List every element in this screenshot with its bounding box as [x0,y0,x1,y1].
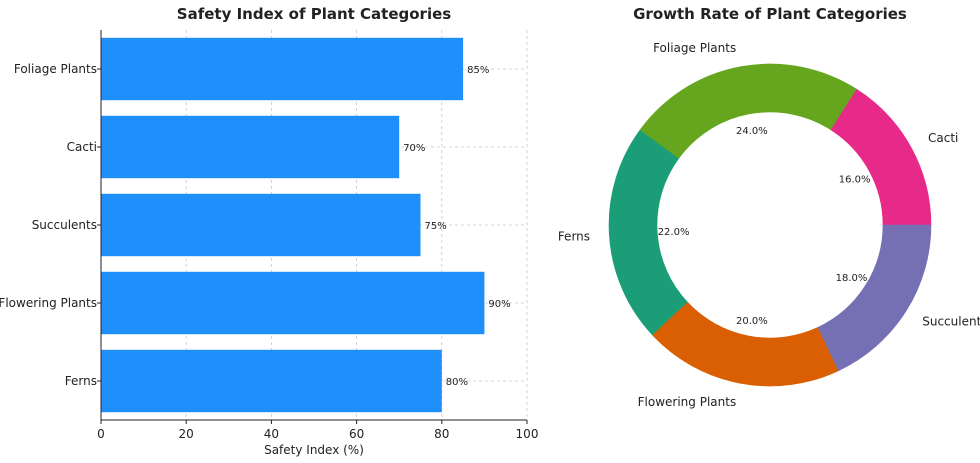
bar-data-label: 90% [488,299,510,310]
donut-slice [817,224,932,372]
y-tick-label: Succulents [32,218,97,232]
donut-pct-label: 16.0% [839,174,871,185]
donut-slice-label: Cacti [928,131,958,145]
bar-chart: Safety Index of Plant Categories 80% 90% 7… [0,5,538,457]
bar [101,349,442,413]
x-tick-label: 0 [97,427,105,441]
bar-data-label: 85% [467,65,489,76]
y-tick-label: Ferns [65,374,97,388]
x-tick-label: 20 [179,427,194,441]
donut-pct-label: 18.0% [836,273,868,284]
donut-pct-label: 20.0% [736,316,768,327]
bar [101,115,400,179]
bar [101,271,485,335]
x-tick-label: 80 [434,427,449,441]
donut-pct-label: 24.0% [736,126,768,137]
bar-data-label: 80% [446,377,468,388]
bar [101,37,464,101]
donut-slice-label: Flowering Plants [638,395,737,409]
donut-chart-title: Growth Rate of Plant Categories [633,5,907,23]
x-tick-label: 100 [516,427,539,441]
y-tick-label: Cacti [67,140,97,154]
bar [101,193,421,257]
bar-series: 80% 90% 75% 70% 85% [101,37,511,413]
donut-slice [830,88,932,226]
y-tick-label: Foliage Plants [14,62,97,76]
bar-axes: 0 20 40 60 80 100 Ferns Flowering Plants Succule… [0,30,538,441]
bar-data-label: 70% [403,143,425,154]
donut-slice [639,63,857,159]
donut-slice-label: Foliage Plants [653,41,736,55]
bar-chart-title: Safety Index of Plant Categories [177,5,451,23]
y-tick-label: Flowering Plants [0,296,97,310]
bar-data-label: 75% [425,221,447,232]
bar-x-axis-label: Safety Index (%) [264,443,364,457]
x-tick-label: 60 [349,427,364,441]
donut-slice-label: Ferns [558,229,590,243]
donut-slice-label: Succulents [922,315,980,329]
donut-series: Cacti 16.0% Foliage Plants 24.0% Ferns 22.0% F… [558,41,980,409]
donut-chart: Growth Rate of Plant Categories Cacti 16.… [558,5,980,409]
x-tick-label: 40 [264,427,279,441]
donut-pct-label: 22.0% [658,227,690,238]
